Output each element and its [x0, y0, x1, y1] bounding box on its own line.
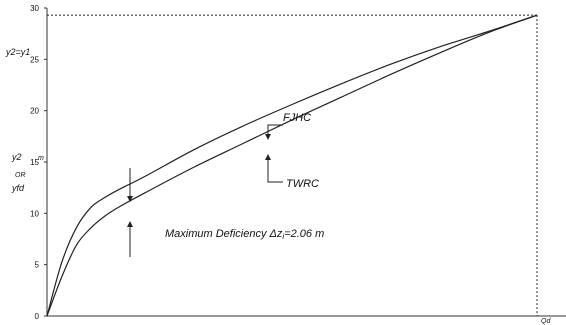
twrc-pointer-arrowhead [265, 154, 271, 160]
max-deficiency-text: Maximum Deficiency Δz [165, 228, 283, 240]
y-tick-label: 10 [30, 209, 39, 218]
series-line-fjhc [46, 14, 538, 317]
y-tick-label: 15 [30, 158, 39, 167]
y-tick-label: 0 [35, 312, 40, 321]
fjhc-pointer-line [267, 124, 283, 136]
y-ticks: 0 5 10 15 20 25 30 [30, 4, 47, 321]
max-deficiency-value: =2.06 m [284, 228, 324, 240]
y-axis-label-yfd: yfd [11, 183, 25, 193]
y-tick-label: 20 [30, 107, 39, 116]
fjhc-pointer-arrowhead [265, 134, 271, 140]
y-axis-label-unit: m [38, 155, 44, 162]
max-deficiency-subscript: i [282, 232, 284, 241]
twrc-label: TWRC [286, 178, 319, 190]
deficiency-arrow-bottom-head [127, 221, 133, 227]
max-deficiency-annotation: Maximum Deficiency Δzi=2.06 m [165, 228, 324, 241]
fjhc-label: FJHC [283, 112, 311, 124]
y-tick-label: 25 [30, 55, 39, 64]
twrc-pointer-line [267, 158, 283, 183]
y-axis-label-or: OR [15, 172, 26, 179]
y-tick-label: 30 [30, 4, 39, 13]
y-tick-label: 5 [35, 261, 40, 270]
deficiency-arrow-top-head [127, 196, 133, 202]
y2-equals-y1-label: y2=y1 [5, 47, 30, 57]
series-line-twrc [46, 14, 538, 317]
y-axis-label-y2: y2 [11, 152, 22, 162]
x-axis-end-label: Qd [541, 318, 551, 325]
series-group [46, 14, 538, 317]
